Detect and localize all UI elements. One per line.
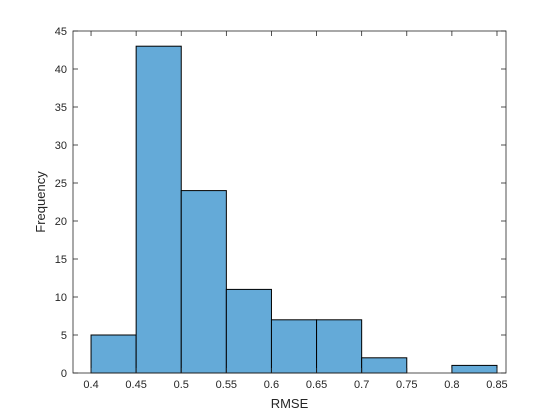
y-tick-label: 20 xyxy=(55,216,67,228)
histogram-bar xyxy=(270,319,318,374)
y-tick-label: 10 xyxy=(55,292,67,304)
bars-layer xyxy=(90,45,498,374)
x-tick-label: 0.75 xyxy=(396,379,417,391)
y-tick-label: 15 xyxy=(55,254,67,266)
y-tick-label: 25 xyxy=(55,178,67,190)
x-tick-label: 0.7 xyxy=(354,379,369,391)
x-tick-label: 0.4 xyxy=(83,379,98,391)
x-tick-label: 0.55 xyxy=(216,379,237,391)
histogram-bar xyxy=(225,288,272,374)
x-tick-label: 0.5 xyxy=(174,379,189,391)
y-tick-label: 45 xyxy=(55,26,67,38)
histogram-bar xyxy=(361,357,408,374)
ticks-layer: 0.4 0.45 0.5 0.55 0.6 0.65 0.7 0.75 0.8 0.85 0 5 10 1… xyxy=(55,26,508,391)
x-tick-label: 0.85 xyxy=(486,379,507,391)
histogram-bar xyxy=(451,364,498,374)
x-axis-title: RMSE xyxy=(271,396,309,411)
x-tick-label: 0.6 xyxy=(264,379,279,391)
x-tick-label: 0.8 xyxy=(444,379,459,391)
y-tick-label: 40 xyxy=(55,64,67,76)
plot-box xyxy=(72,30,507,374)
y-tick-label: 35 xyxy=(55,102,67,114)
x-tick-label: 0.65 xyxy=(306,379,327,391)
axes-layer xyxy=(72,30,507,374)
x-tick-label: 0.45 xyxy=(125,379,146,391)
y-tick-label: 0 xyxy=(61,368,67,380)
y-tick-label: 30 xyxy=(55,140,67,152)
histogram-bar xyxy=(316,319,363,374)
y-axis-title: Frequency xyxy=(33,171,48,233)
histogram-bar xyxy=(90,334,137,374)
histogram-bar xyxy=(135,45,182,374)
y-tick-label: 5 xyxy=(61,330,67,342)
histogram-bar xyxy=(180,190,227,374)
